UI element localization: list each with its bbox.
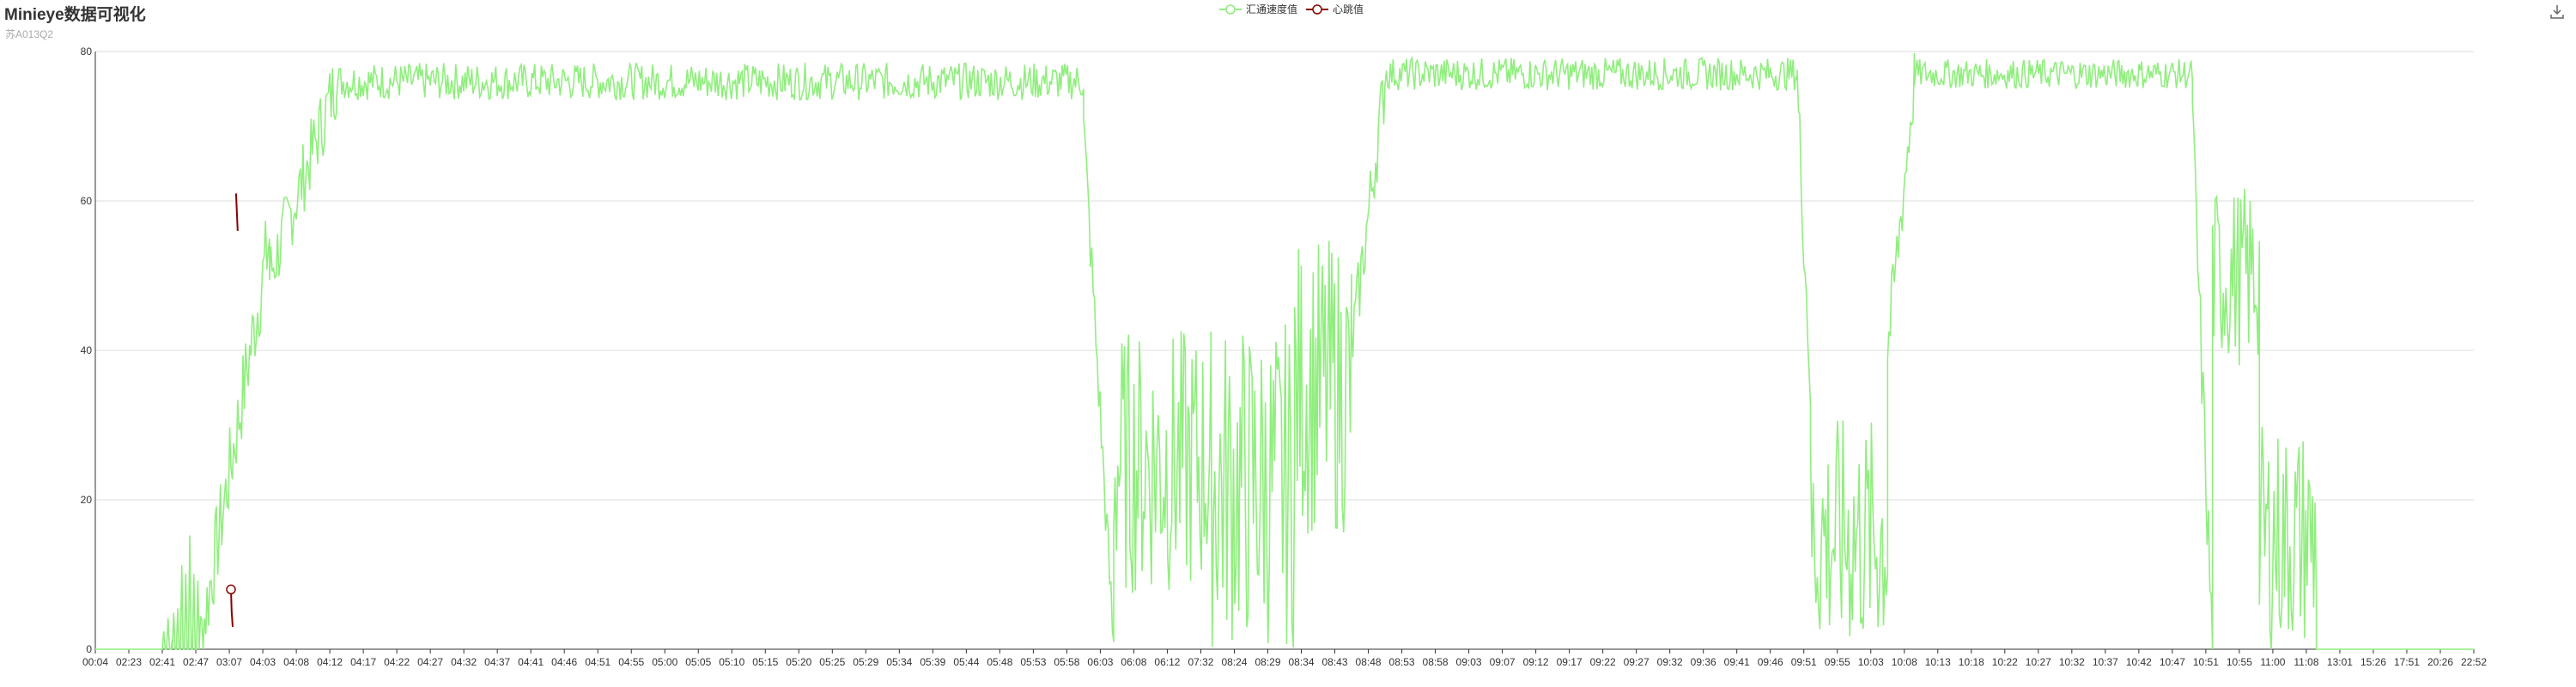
x-tick-label: 02:47 [183, 656, 209, 668]
x-tick-label: 02:41 [149, 656, 175, 668]
x-tick-label: 15:26 [2360, 656, 2386, 668]
x-tick-label: 10:13 [1925, 656, 1951, 668]
y-tick-label: 60 [81, 195, 93, 207]
x-tick-label: 05:05 [685, 656, 711, 668]
legend-speed-icon [1219, 3, 1242, 15]
x-tick-label: 10:27 [2026, 656, 2051, 668]
series-line-speed [95, 52, 2474, 650]
x-tick-label: 09:51 [1791, 656, 1817, 668]
download-icon[interactable] [2549, 3, 2566, 21]
x-tick-label: 04:51 [585, 656, 611, 668]
x-tick-label: 05:53 [1020, 656, 1046, 668]
x-tick-label: 04:37 [484, 656, 510, 668]
x-tick-label: 02:23 [116, 656, 142, 668]
x-tick-label: 06:03 [1087, 656, 1113, 668]
series-line-heart [234, 193, 239, 231]
x-tick-label: 05:44 [953, 656, 979, 668]
x-tick-label: 10:22 [1992, 656, 2018, 668]
x-tick-label: 09:03 [1456, 656, 1482, 668]
x-tick-label: 09:55 [1825, 656, 1850, 668]
x-tick-label: 08:24 [1221, 656, 1247, 668]
x-tick-label: 10:03 [1858, 656, 1884, 668]
x-tick-label: 17:51 [2394, 656, 2420, 668]
x-tick-label: 09:32 [1657, 656, 1683, 668]
x-tick-label: 06:12 [1154, 656, 1180, 668]
legend-heart-icon [1306, 3, 1329, 15]
x-tick-label: 11:08 [2293, 656, 2318, 668]
y-tick-label: 20 [81, 494, 93, 506]
x-tick-label: 08:34 [1288, 656, 1314, 668]
x-tick-label: 09:17 [1557, 656, 1583, 668]
x-tick-label: 09:36 [1691, 656, 1716, 668]
x-tick-label: 04:46 [551, 656, 577, 668]
x-tick-label: 05:58 [1054, 656, 1079, 668]
x-tick-label: 08:53 [1389, 656, 1415, 668]
x-tick-label: 05:39 [920, 656, 945, 668]
x-tick-label: 10:47 [2160, 656, 2185, 668]
data-point-heart [226, 584, 236, 595]
legend-label-heart: 心跳值 [1333, 3, 1364, 15]
x-tick-label: 04:12 [317, 656, 343, 668]
x-tick-label: 05:25 [819, 656, 845, 668]
x-tick-label: 20:26 [2427, 656, 2453, 668]
x-tick-label: 09:22 [1590, 656, 1616, 668]
x-tick-label: 04:27 [417, 656, 443, 668]
x-tick-label: 09:46 [1758, 656, 1783, 668]
x-tick-label: 10:51 [2193, 656, 2219, 668]
legend-item-heart[interactable]: 心跳值 [1306, 2, 1364, 16]
x-tick-label: 05:48 [987, 656, 1012, 668]
x-tick-label: 05:00 [652, 656, 677, 668]
x-tick-label: 05:29 [853, 656, 878, 668]
chart-subtitle: 苏A013Q2 [5, 28, 54, 40]
x-tick-label: 22:52 [2461, 656, 2487, 668]
x-tick-label: 04:41 [518, 656, 544, 668]
chart-title: Minieye数据可视化 [4, 6, 146, 24]
series-line-heart [230, 589, 234, 627]
x-tick-label: 00:04 [82, 656, 108, 668]
x-tick-label: 13:01 [2327, 656, 2353, 668]
x-tick-label: 06:08 [1121, 656, 1146, 668]
x-tick-label: 05:20 [786, 656, 811, 668]
x-tick-label: 10:37 [2093, 656, 2118, 668]
x-tick-label: 04:55 [618, 656, 644, 668]
x-tick-label: 04:08 [283, 656, 309, 668]
x-tick-label: 10:42 [2126, 656, 2152, 668]
x-tick-label: 07:32 [1188, 656, 1213, 668]
x-tick-label: 05:10 [719, 656, 744, 668]
x-tick-label: 04:22 [384, 656, 410, 668]
x-tick-label: 09:41 [1724, 656, 1750, 668]
x-tick-label: 11:00 [2260, 656, 2285, 668]
y-tick-label: 40 [81, 344, 93, 356]
x-tick-label: 09:27 [1624, 656, 1649, 668]
x-tick-label: 10:55 [2227, 656, 2252, 668]
x-tick-label: 08:48 [1356, 656, 1382, 668]
x-tick-label: 10:18 [1959, 656, 1984, 668]
x-tick-label: 05:15 [752, 656, 778, 668]
x-tick-label: 04:17 [350, 656, 376, 668]
y-tick-label: 80 [81, 46, 93, 58]
legend-label-speed: 汇通速度值 [1246, 3, 1298, 15]
x-tick-label: 05:34 [886, 656, 912, 668]
y-tick-label: 0 [86, 643, 92, 655]
x-tick-label: 10:32 [2059, 656, 2085, 668]
x-tick-label: 09:07 [1490, 656, 1516, 668]
x-tick-label: 08:58 [1423, 656, 1449, 668]
x-tick-label: 04:03 [250, 656, 276, 668]
x-tick-label: 04:32 [451, 656, 477, 668]
x-tick-label: 10:08 [1892, 656, 1917, 668]
x-tick-label: 08:29 [1255, 656, 1280, 668]
x-tick-label: 03:07 [216, 656, 242, 668]
x-tick-label: 09:12 [1523, 656, 1549, 668]
legend: 汇通速度值 心跳值 [1219, 2, 1364, 16]
legend-item-speed[interactable]: 汇通速度值 [1219, 2, 1297, 16]
x-tick-label: 08:43 [1322, 656, 1348, 668]
